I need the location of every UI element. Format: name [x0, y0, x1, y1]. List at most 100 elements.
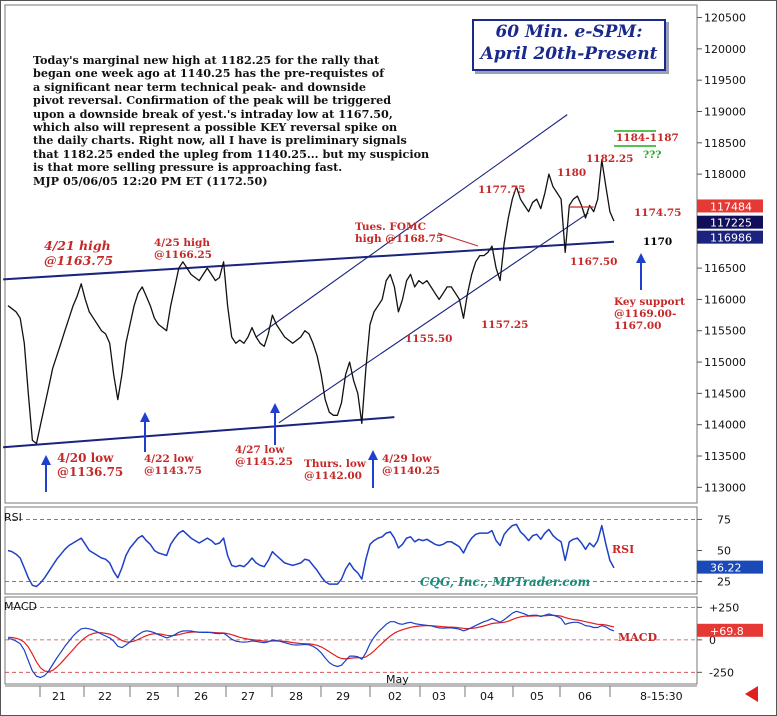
- price-annotation: Thurs. low @1142.00: [304, 458, 367, 482]
- x-tick-label: 27: [241, 690, 255, 703]
- price-annotation: 1174.75: [634, 207, 682, 219]
- lower-support-line: [3, 416, 395, 449]
- fomc-pointer: [437, 232, 479, 247]
- price-annotation: 1177.75: [478, 184, 526, 196]
- channel-upper-line: [255, 114, 568, 338]
- price-annotation: 4/25 high @1166.25: [154, 237, 212, 261]
- price-annotation: 4/20 low @1136.75: [57, 451, 123, 479]
- x-tick-label: 22: [98, 690, 112, 703]
- price-annotation: 4/27 low @1145.25: [235, 444, 293, 468]
- x-tick-label: 04: [480, 690, 494, 703]
- macd-signal-line: [7, 614, 615, 673]
- price-annotation: ???: [643, 149, 661, 161]
- macd-panel-label: MACD: [4, 600, 37, 613]
- macd-y-tick-label: 0: [709, 634, 716, 647]
- macd-line: [7, 610, 615, 679]
- price-annotation: 4/29 low @1140.25: [382, 453, 440, 477]
- price-series: [7, 159, 615, 445]
- price-tag-last: 117484: [710, 200, 752, 213]
- rsi-series-label: RSI: [612, 543, 634, 556]
- price-annotation: 4/21 high @1163.75: [44, 238, 113, 268]
- macd-series: [7, 610, 615, 679]
- arrow-key-support-head: [636, 253, 646, 263]
- arrow-429-low-head: [368, 450, 378, 460]
- price-trendlines: [3, 114, 615, 449]
- analyst-commentary: Today's marginal new high at 1182.25 for…: [33, 53, 430, 188]
- price-y-tick-label: 116500: [704, 262, 746, 275]
- macd-value-tag: +69.8: [710, 625, 744, 638]
- price-annotation: Key support @1169.00-1167.00: [614, 296, 685, 332]
- channel-lower-line: [278, 212, 589, 424]
- chart-title-line2: April 20th-Present: [480, 44, 658, 64]
- x-tick-label: 21: [52, 690, 66, 703]
- price-annotation: 1170: [643, 236, 672, 248]
- price-tag-last-bg: [697, 199, 763, 213]
- rsi-y-tick-label: 25: [717, 576, 731, 589]
- panel-grids: [5, 519, 697, 673]
- price-tag-low: 116986: [710, 232, 752, 245]
- y-axes: 1205001200001195001190001185001180001175…: [697, 12, 746, 679]
- rsi-line: [7, 523, 615, 588]
- price-tag-mid-bg: [697, 215, 763, 229]
- chart-title: 60 Min. e-SPM: April 20th-Present: [472, 19, 666, 71]
- x-tick-label: 03: [432, 690, 446, 703]
- price-annotation: 1157.25: [481, 319, 529, 331]
- x-tick-label: 26: [194, 690, 208, 703]
- price-y-tick-label: 118500: [704, 137, 746, 150]
- price-annotation: Tues. FOMC high @1168.75: [355, 221, 443, 245]
- price-annotation: 1182.25: [586, 153, 634, 165]
- scroll-left-arrow-icon[interactable]: [745, 686, 758, 702]
- price-annotation: 1180: [557, 167, 586, 179]
- price-annotations: 4/21 high @1163.75 4/25 high @1166.25 4/20 l…: [44, 130, 685, 482]
- price-annotation: 4/22 low @1143.75: [144, 453, 202, 477]
- rsi-panel-label: RSI: [4, 511, 22, 524]
- rsi-y-tick-label: 75: [717, 513, 731, 526]
- price-annotation: 1167.50: [570, 256, 618, 268]
- rsi-value-tag: 36.22: [710, 562, 742, 575]
- credit-text: CQG, Inc., MPTrader.com: [420, 575, 590, 589]
- x-axis: 21 22 25 26 27 28 29 02 03 04 05 06 May 8-15:30: [39, 673, 683, 703]
- x-tick-label: 05: [530, 690, 544, 703]
- upper-resistance-line: [3, 240, 615, 281]
- price-tags: 117484 117225 116986 36.22 +69.8: [697, 199, 763, 638]
- rsi-value-tag-bg: [697, 560, 763, 574]
- price-panel-frame: [4, 4, 698, 504]
- macd-y-tick-label: -250: [709, 666, 734, 679]
- rsi-panel-frame: [4, 506, 698, 595]
- support-arrows: [41, 253, 646, 492]
- macd-y-tick-label: +250: [709, 601, 739, 614]
- x-tick-label: 25: [146, 690, 160, 703]
- price-annotation: 1184-1187: [616, 132, 679, 144]
- arrow-420-low-head: [41, 455, 51, 465]
- price-y-tick-label: 115500: [704, 325, 746, 338]
- macd-panel-frame: [4, 596, 698, 685]
- x-tick-label: 28: [289, 690, 303, 703]
- x-month-label: May: [386, 673, 409, 686]
- price-y-tick-label: 120000: [704, 43, 746, 56]
- price-tag-low-bg: [697, 230, 763, 244]
- price-line: [7, 159, 615, 445]
- price-y-tick-label: 115000: [704, 356, 746, 369]
- arrow-427-low-head: [270, 403, 280, 413]
- price-y-tick-label: 120500: [704, 12, 746, 25]
- price-annotation: 1155.50: [405, 333, 453, 345]
- price-y-tick-label: 114500: [704, 387, 746, 400]
- price-y-tick-label: 119500: [704, 74, 746, 87]
- rsi-y-tick-label: 50: [717, 545, 731, 558]
- price-y-tick-label: 114000: [704, 419, 746, 432]
- price-y-tick-label: 118000: [704, 168, 746, 181]
- x-tick-label: 02: [388, 690, 402, 703]
- price-y-tick-label: 113000: [704, 481, 746, 494]
- x-tick-label: 29: [336, 690, 350, 703]
- price-tag-mid: 117225: [710, 217, 752, 230]
- price-y-tick-label: 119000: [704, 105, 746, 118]
- price-y-tick-label: 113500: [704, 450, 746, 463]
- rsi-series: [7, 523, 615, 588]
- price-y-tick-label: 116000: [704, 293, 746, 306]
- arrow-422-low-head: [140, 412, 150, 422]
- x-time-label: 8-15:30: [640, 690, 683, 703]
- chart-title-line1: 60 Min. e-SPM:: [495, 22, 643, 42]
- x-tick-label: 06: [578, 690, 592, 703]
- macd-value-tag-bg: [697, 623, 763, 637]
